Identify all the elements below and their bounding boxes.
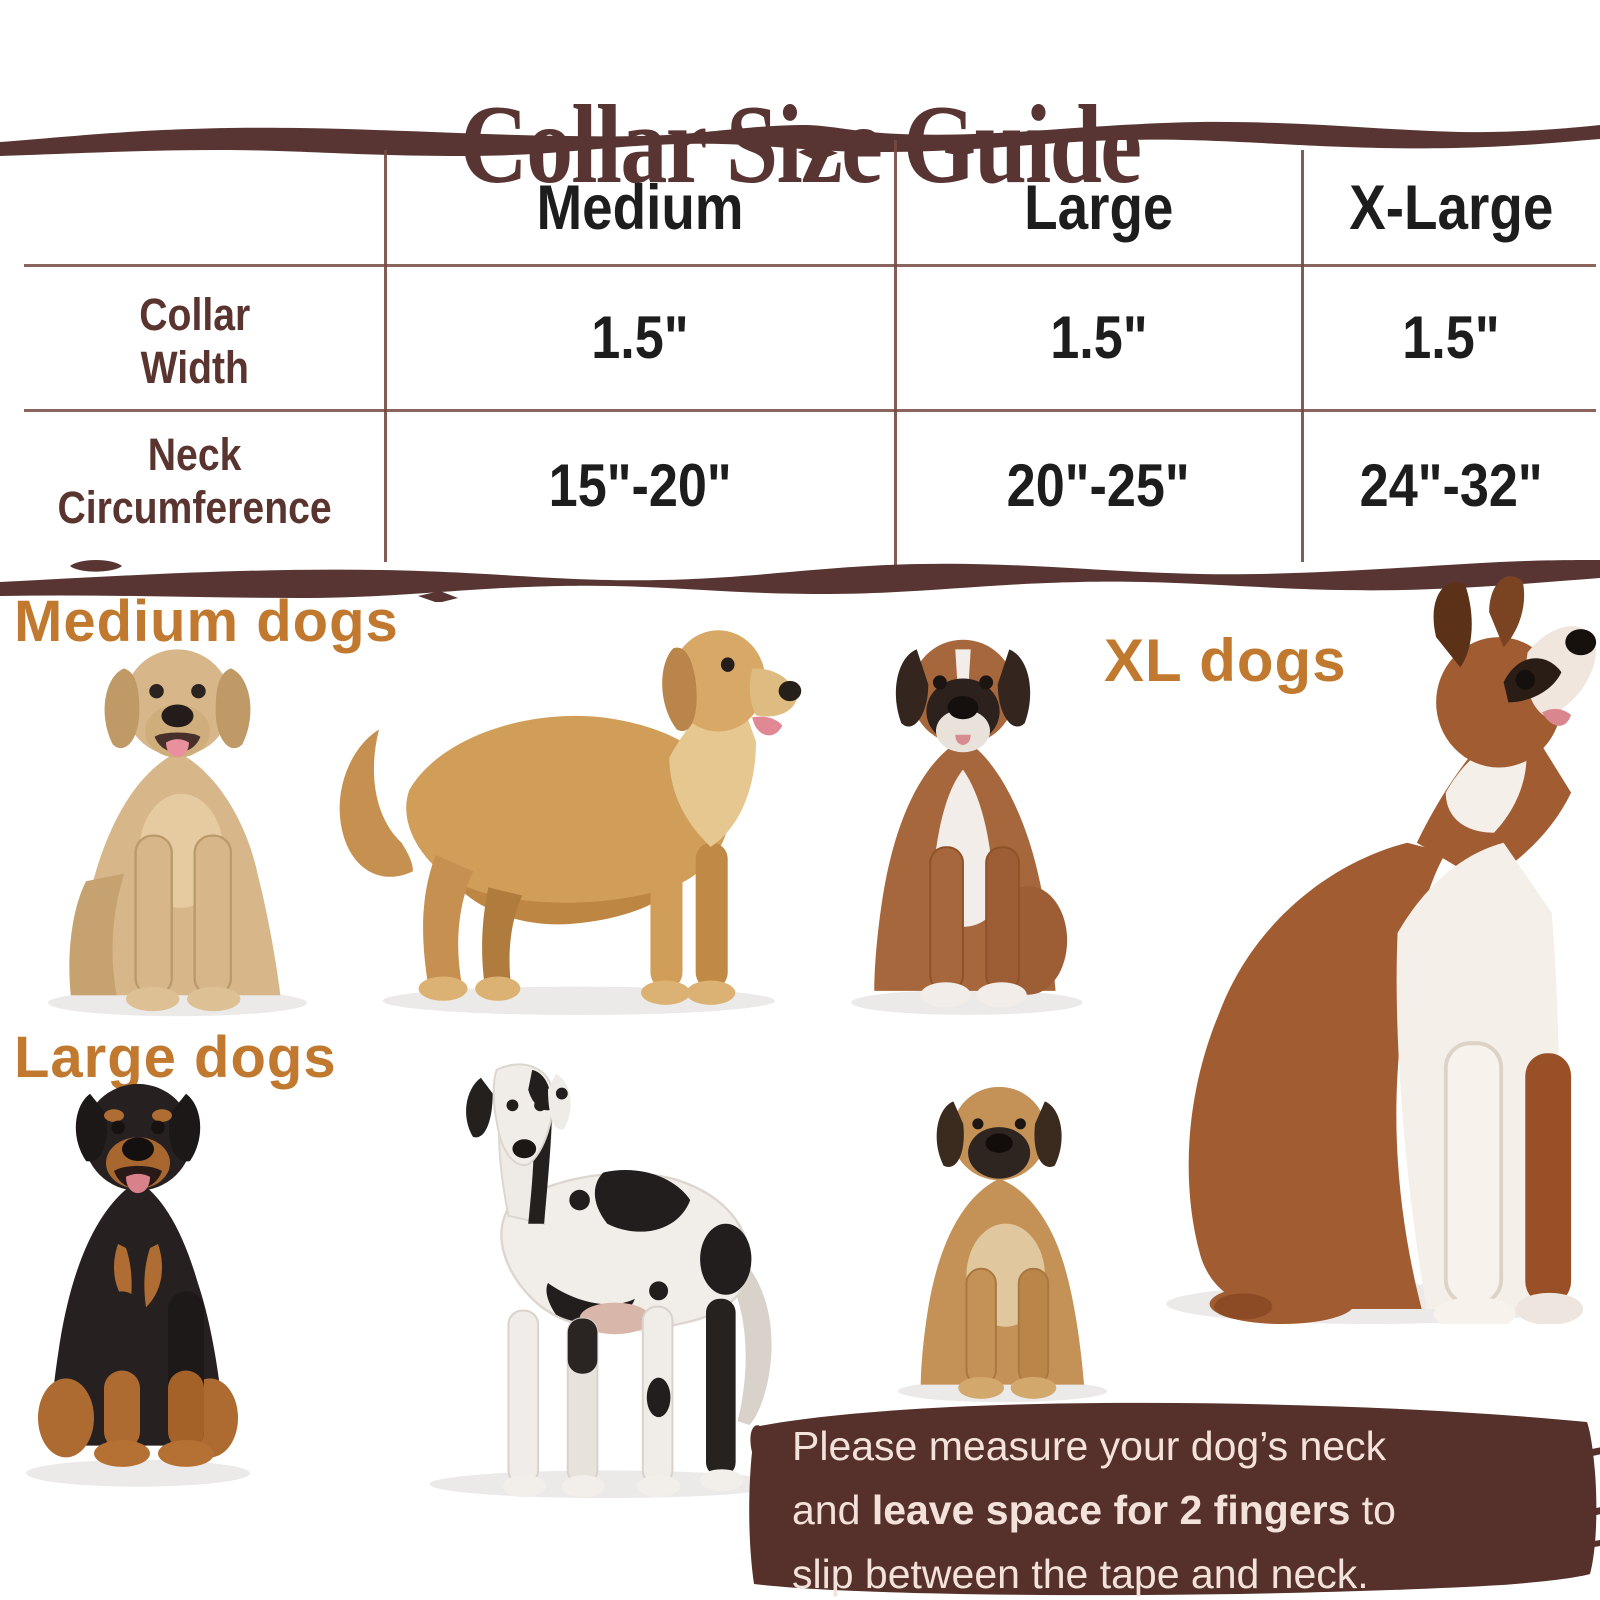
row-label-collar-width-text: Collar Width: [139, 289, 251, 393]
note-line-2: and leave space for 2 fingers to: [792, 1487, 1396, 1533]
golden-retriever-image: [339, 630, 802, 1015]
column-header-large: Large: [895, 170, 1302, 246]
cell-collar-width-large: 1.5": [1049, 304, 1148, 371]
table-line-vertical-1: [384, 150, 387, 562]
table-line-horizontal-2: [24, 409, 1596, 412]
cell-collar-width-medium: 1.5": [591, 304, 689, 371]
rottweiler-image: [26, 1083, 250, 1487]
measurement-note: Please measure your dog’s neck and leave…: [742, 1392, 1600, 1600]
column-header-medium: Medium: [385, 170, 895, 246]
boxer-xl-image: [1166, 576, 1597, 1324]
cell-neck-x-large: 24"-32": [1359, 452, 1543, 519]
section-label-xl-dogs: XL dogs: [1104, 627, 1347, 694]
row-label-neck-circumference: Neck Circumference: [10, 428, 380, 534]
cell-collar-width-x-large: 1.5": [1402, 304, 1500, 371]
labrador-retriever-image: [47, 649, 308, 1017]
column-header-x-large-text: X-Large: [1348, 173, 1554, 243]
table-line-horizontal-1: [24, 264, 1596, 267]
brush-divider-top: [0, 121, 1600, 160]
english-mastiff-image: [897, 1086, 1107, 1403]
row-label-collar-width: Collar Width: [10, 288, 380, 394]
section-label-medium-dogs: Medium dogs: [14, 589, 399, 654]
column-header-medium-text: Medium: [536, 173, 744, 243]
note-line-1: Please measure your dog’s neck: [792, 1423, 1387, 1469]
note-line-3: slip between the tape and neck.: [792, 1551, 1369, 1597]
table-line-vertical-2: [894, 140, 897, 578]
great-dane-image: [429, 1063, 785, 1499]
row-label-neck-circumference-text: Neck Circumference: [57, 429, 333, 533]
column-header-large-text: Large: [1023, 173, 1174, 243]
column-header-x-large: X-Large: [1302, 170, 1600, 246]
note-text: Please measure your dog’s neck and leave…: [792, 1414, 1396, 1600]
brush-divider-middle: [0, 560, 1600, 602]
section-label-large-dogs: Large dogs: [14, 1025, 337, 1090]
note-bold-text: leave space for 2 fingers: [871, 1487, 1351, 1533]
table-line-vertical-3: [1301, 150, 1304, 562]
cell-neck-medium: 15"-20": [548, 452, 732, 519]
cell-neck-large: 20"-25": [1006, 452, 1190, 519]
boxer-image: [851, 639, 1083, 1015]
note-brush-background: [749, 1402, 1600, 1596]
